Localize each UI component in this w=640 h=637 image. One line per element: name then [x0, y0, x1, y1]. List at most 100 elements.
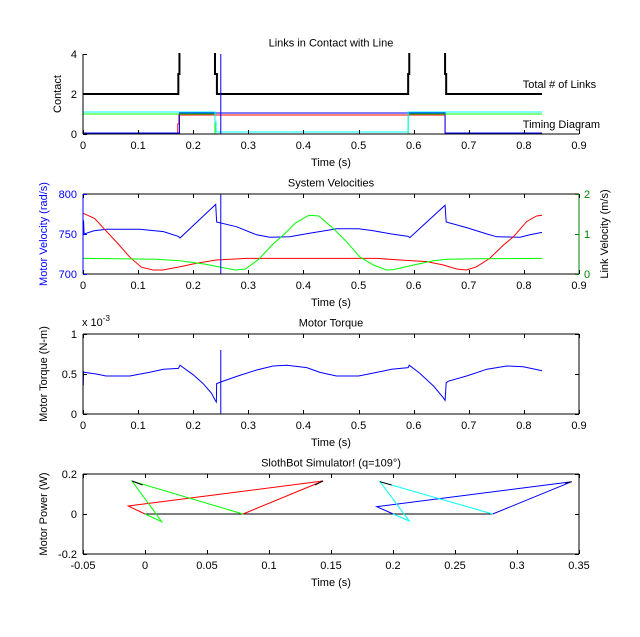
series-line-robot1-green	[130, 480, 244, 523]
axes: 0 0.1 0.2 0.3 0.4 0.5 0.6 0.7 0.8 0.9 0 0.5 1	[62, 329, 587, 432]
x-tick-label: 0.4	[296, 140, 311, 152]
x-tick-label: 0.1	[130, 420, 145, 432]
annotation-label: Total # of Links	[523, 79, 597, 91]
y-axis-label: Motor Velocity (rad/s)	[38, 182, 50, 286]
annotation-label: Timing Diagram	[523, 119, 600, 131]
x-axis-label: Time (s)	[311, 297, 351, 309]
x-tick-label: 0	[80, 140, 86, 152]
y-tick-label: 2	[71, 89, 77, 101]
x-tick-label: 0.8	[516, 280, 531, 292]
series-line-motor-velocity	[82, 203, 543, 239]
subplot-simulator: -0.05 0 0.05 0.1 0.15 0.2 0.25 0.3 0.35 -0.2 0 0.2 S…	[38, 458, 590, 590]
series-line-robot2-black-a	[379, 481, 392, 486]
y-axis-label: Motor Torque (N-m)	[38, 326, 50, 422]
x-tick-label: 0.2	[186, 280, 201, 292]
plot-area	[126, 480, 572, 523]
right-y-tick-label: 2	[584, 189, 590, 201]
x-axis-label: Time (s)	[311, 577, 351, 589]
series-line-link-velocity-green	[82, 214, 543, 271]
subplot-velocities: 0 0.1 0.2 0.3 0.4 0.5 0.6 0.7 0.8 0.9 700 750 800 0 1 2…	[38, 178, 611, 310]
x-tick-label: 0.5	[351, 140, 366, 152]
x-tick-label: 0.9	[571, 280, 586, 292]
series-line-robot1-red-b	[242, 480, 324, 515]
x-tick-label: 0.7	[461, 280, 476, 292]
x-tick-label: 0.6	[406, 140, 421, 152]
axes: -0.05 0 0.05 0.1 0.15 0.2 0.25 0.3 0.35 -0.2 0 0.2	[58, 469, 590, 572]
y-tick-label: 750	[59, 229, 77, 241]
x-tick-label: 0	[80, 280, 86, 292]
x-tick-label: 0.4	[296, 420, 311, 432]
series-line-motor-torque	[82, 364, 543, 404]
right-y-tick-label: 1	[584, 229, 590, 241]
y-tick-label: 0	[71, 129, 77, 141]
y-tick-label: 0	[71, 409, 77, 421]
y-tick-label: 4	[71, 49, 77, 61]
series-line-robot1-black-a	[131, 480, 143, 486]
x-tick-label: 0.1	[130, 280, 145, 292]
x-tick-label: 0.6	[406, 420, 421, 432]
subplot-contact: 0 0.1 0.2 0.3 0.4 0.5 0.6 0.7 0.8 0.9 0 2 4 Links in …	[52, 38, 600, 170]
x-tick-label: 0.9	[571, 140, 586, 152]
series-line-robot2-cyan	[378, 480, 493, 523]
y-tick-label: 800	[59, 189, 77, 201]
y-axis-exponent: x 10-3	[82, 314, 110, 329]
x-axis-label: Time (s)	[311, 437, 351, 449]
y-tick-label: -0.2	[58, 549, 77, 561]
series-line-robot1-black-b	[314, 480, 324, 486]
x-tick-label: 0	[80, 420, 86, 432]
x-tick-label: 0.7	[461, 140, 476, 152]
y-axis-exponent-power: -3	[103, 314, 111, 323]
x-tick-label: 0.1	[261, 560, 276, 572]
x-tick-label: 0.2	[186, 420, 201, 432]
x-tick-label: 0.1	[130, 140, 145, 152]
series-line-link-cyan	[83, 111, 543, 133]
x-tick-label: 0.8	[516, 420, 531, 432]
x-tick-label: 0.05	[196, 560, 217, 572]
right-y-axis-label: Link Velocity (m/s)	[599, 189, 611, 278]
series-line-robot1-red-a	[126, 480, 324, 515]
y-tick-label: 0.5	[62, 369, 77, 381]
axes: 0 0.1 0.2 0.3 0.4 0.5 0.6 0.7 0.8 0.9 0 2 4	[71, 49, 587, 152]
y-axis-multiplier: x 10	[82, 317, 103, 329]
x-tick-label: 0.3	[241, 140, 256, 152]
series-line-link-blue	[83, 112, 543, 134]
x-tick-label: 0.5	[351, 420, 366, 432]
series-line-link-velocity-red	[82, 212, 543, 271]
x-tick-label: 0.9	[571, 420, 586, 432]
chart-title: System Velocities	[288, 178, 375, 190]
series-line-total-links	[83, 53, 543, 95]
y-tick-label: 700	[59, 269, 77, 281]
x-tick-label: 0.5	[351, 280, 366, 292]
series-line-robot2-blue-a	[374, 481, 572, 515]
series-line-robot2-blue-b	[492, 481, 572, 515]
y-tick-label: 1	[71, 329, 77, 341]
x-tick-label: 0.7	[461, 420, 476, 432]
x-tick-label: 0.3	[241, 280, 256, 292]
x-tick-label: 0.6	[406, 280, 421, 292]
x-tick-label: 0.2	[385, 560, 400, 572]
y-axis-label: Contact	[52, 75, 64, 113]
x-tick-label: 0.15	[320, 560, 341, 572]
chart-title: Motor Torque	[299, 318, 364, 330]
plot-area	[82, 350, 543, 414]
x-tick-label: 0.8	[516, 140, 531, 152]
right-y-tick-label: 0	[584, 269, 590, 281]
x-tick-label: 0.3	[241, 420, 256, 432]
series-line-robot2-black-b	[564, 481, 572, 484]
y-tick-label: 0	[71, 509, 77, 521]
chart-title: SlothBot Simulator! (q=109°)	[261, 458, 401, 470]
x-tick-label: 0.4	[296, 280, 311, 292]
x-tick-label: 0	[142, 560, 148, 572]
y-axis-label: Motor Power (W)	[38, 472, 50, 555]
x-tick-label: 0.25	[444, 560, 465, 572]
subplot-torque: 0 0.1 0.2 0.3 0.4 0.5 0.6 0.7 0.8 0.9 0 0.5 1 Motor T…	[38, 314, 587, 449]
x-tick-label: -0.05	[70, 560, 95, 572]
chart-title: Links in Contact with Line	[269, 38, 394, 50]
axes: 0 0.1 0.2 0.3 0.4 0.5 0.6 0.7 0.8 0.9 700 750 800 0 1 2	[59, 189, 590, 292]
y-tick-label: 0.2	[62, 469, 77, 481]
x-tick-label: 0.3	[509, 560, 524, 572]
x-axis-label: Time (s)	[311, 157, 351, 169]
x-tick-label: 0.2	[186, 140, 201, 152]
